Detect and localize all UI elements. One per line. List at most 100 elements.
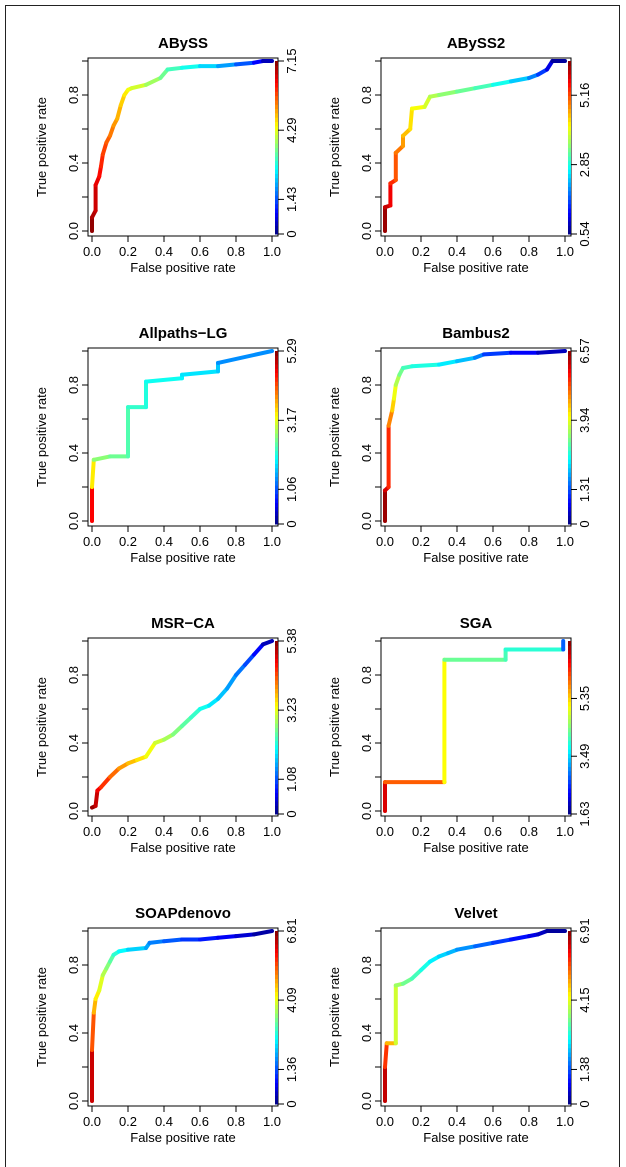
colorbar-segment (275, 666, 278, 672)
colorbar-segment (275, 1047, 278, 1053)
colorbar-segment (568, 407, 571, 413)
roc-segment (455, 86, 477, 94)
colorbar-segment (275, 1008, 278, 1014)
colorbar-segment (568, 666, 571, 672)
figure-frame (5, 5, 620, 1167)
colorbar-segment (275, 995, 278, 1001)
colorbar-segment (568, 956, 571, 962)
x-tick-label: 0.0 (83, 244, 101, 259)
colorbar-segment (568, 169, 571, 174)
roc-curve (383, 349, 567, 523)
colorbar-segment (568, 86, 571, 92)
roc-segment (419, 959, 432, 973)
roc-panel: ABySS2 0.0 0.2 0.4 0.6 0.8 1.0 False positive r… (327, 35, 592, 275)
roc-segment (126, 946, 148, 952)
roc-curve (90, 639, 274, 810)
colorbar-segment (568, 718, 571, 724)
colorbar-segment (275, 969, 278, 975)
colorbar-segment (568, 121, 571, 127)
colorbar-segment (275, 485, 278, 490)
x-tick-label: 1.0 (556, 244, 574, 259)
colorbar-segment (568, 1052, 571, 1057)
plot-frame (380, 57, 572, 237)
colorbar-segment (568, 1043, 571, 1049)
x-axis: 0.0 0.2 0.4 0.6 0.8 1.0 (376, 816, 574, 839)
panel-title: Allpaths−LG (139, 325, 228, 342)
colorbar-segment (568, 701, 571, 707)
colorbar-segment (275, 498, 278, 503)
roc-segment (171, 724, 184, 737)
x-axis-label: False positive rate (423, 840, 529, 855)
colorbar-segment (568, 134, 571, 140)
colorbar-segment (275, 125, 278, 131)
colorbar-segment (568, 935, 571, 941)
y-axis-label: True positive rate (34, 677, 49, 777)
colorbar-tick-label: 0 (284, 1100, 299, 1107)
roc-segment (216, 349, 274, 365)
colorbar: 0 1.36 4.09 6.81 (275, 918, 299, 1108)
colorbar-segment (275, 965, 278, 971)
colorbar-segment (275, 489, 278, 495)
colorbar-segment (275, 1073, 278, 1079)
x-tick-label: 0.4 (448, 244, 466, 259)
colorbar-segment (275, 459, 278, 464)
colorbar-segment (275, 1065, 278, 1070)
colorbar-segment (568, 493, 571, 499)
colorbar-segment (275, 762, 278, 767)
colorbar-segment (275, 744, 278, 750)
colorbar-segment (568, 82, 571, 88)
x-tick-label: 0.8 (520, 534, 538, 549)
colorbar-tick-label: 5.35 (577, 686, 592, 711)
colorbar-segment (275, 476, 278, 482)
colorbar-segment (568, 1013, 571, 1018)
x-axis-label: False positive rate (130, 550, 236, 565)
colorbar: 0.54 2.85 5.16 (568, 61, 592, 247)
colorbar-segment (275, 221, 278, 226)
y-tick-label: 0.4 (66, 154, 81, 172)
colorbar-segment (275, 104, 278, 110)
roc-segment (93, 788, 100, 808)
colorbar-segment (275, 649, 278, 655)
roc-curve (383, 929, 567, 1103)
colorbar-segment (568, 653, 571, 659)
roc-segment (243, 652, 256, 667)
roc-curve (383, 59, 567, 233)
colorbar-segment (568, 225, 571, 231)
colorbar-segment (568, 467, 571, 473)
y-axis: 0.0 0.4 0.8 (66, 640, 88, 820)
colorbar-segment (568, 446, 571, 451)
colorbar-segment (568, 173, 571, 179)
roc-segment (99, 152, 105, 169)
colorbar-segment (275, 952, 278, 958)
colorbar-segment (568, 95, 571, 101)
panel-title: MSR−CA (151, 615, 215, 632)
plot-frame (380, 927, 572, 1107)
colorbar-segment (568, 805, 571, 811)
colorbar-tick-label: 3.94 (577, 408, 592, 433)
colorbar-segment (275, 948, 278, 954)
roc-curve (383, 639, 566, 813)
colorbar-segment (275, 1039, 278, 1044)
roc-segment (234, 662, 247, 677)
y-axis: 0.0 0.4 0.8 (66, 60, 88, 240)
roc-segment (386, 408, 395, 428)
colorbar-segment (568, 939, 571, 945)
colorbar-segment (568, 770, 571, 776)
colorbar-segment (275, 229, 278, 235)
colorbar-segment (568, 160, 571, 166)
colorbar-segment (568, 1056, 571, 1062)
colorbar-segment (275, 1099, 278, 1105)
roc-segment (180, 715, 193, 728)
colorbar-segment (275, 766, 278, 772)
roc-segment (180, 64, 202, 70)
colorbar-segment (568, 65, 571, 71)
colorbar-segment (568, 78, 571, 84)
colorbar-segment (275, 69, 278, 75)
colorbar-segment (568, 229, 571, 235)
colorbar-segment (275, 372, 278, 378)
colorbar-segment (275, 398, 278, 404)
colorbar-segment (275, 809, 278, 815)
colorbar-segment (568, 147, 571, 153)
colorbar-segment (275, 931, 278, 936)
